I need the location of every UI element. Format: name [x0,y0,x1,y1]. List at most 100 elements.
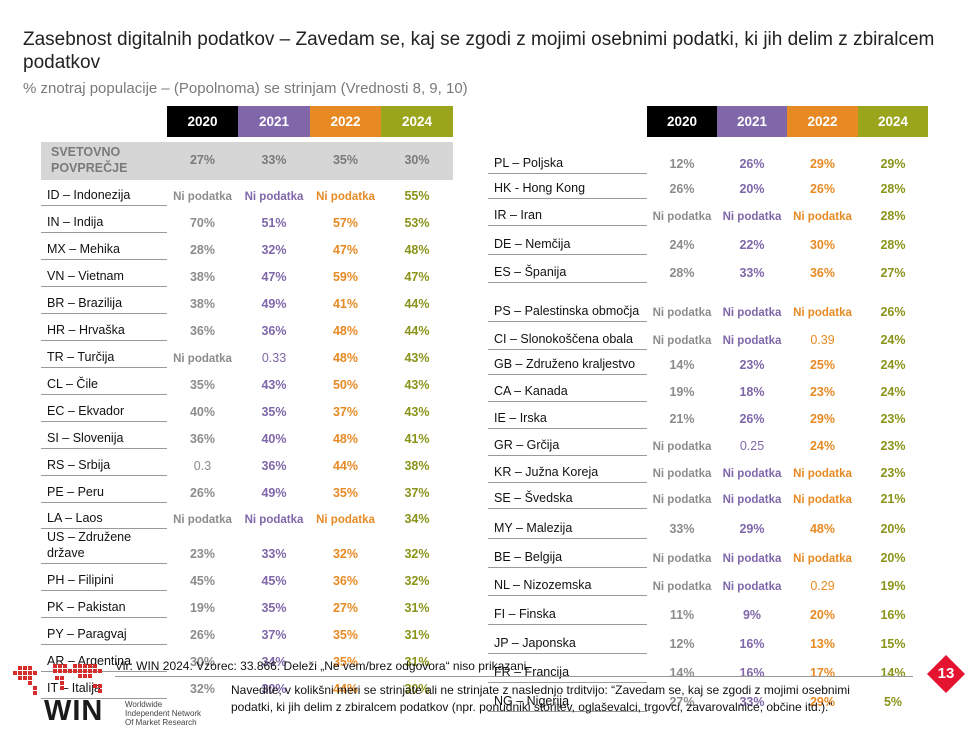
country-name: HK - Hong Kong [488,173,647,199]
value-cell-2024: 53% [404,215,430,230]
table-row: HR – Hrvaška 36% 36% 48% 44% [41,313,453,341]
value-cell-2021: 35% [261,404,287,419]
value-cell-2021: 33% [739,694,765,709]
value-cell-2020: 19% [189,600,216,615]
table-row: IT – Italija 32% 30% 44% 30% [41,671,453,699]
table-row: GB – Združeno kraljestvo 14% 23% 25% 24% [488,349,928,375]
page-title: Zasebnost digitalnih podatkov – Zavedam … [23,29,935,73]
value-cell-2022: Ni podatka [793,552,852,565]
value-cell-2021: 35% [261,600,287,615]
value-cell-2024: 37% [404,485,430,500]
value-cell-2020: 45% [189,573,216,588]
value-cell-2021: 45% [261,573,287,588]
country-name: BR – Brazilija [41,286,167,314]
table-row: CA – Kanada 19% 18% 23% 24% [488,374,928,402]
value-cell-2022: 41% [332,296,359,311]
table-row: NL – Nizozemska Ni podatka Ni podatka 0.29 1… [488,567,928,596]
value-cell-2022: 48% [332,323,359,338]
value-cell-2021: 51% [261,215,287,230]
country-name: US – Združene države [41,528,167,564]
table-row: IN – Indija 70% 51% 57% 53% [41,205,453,233]
country-name: DE – Nemčija [488,225,647,255]
value-cell-2021: 36% [261,323,287,338]
value-cell-2020: Ni podatka [652,552,712,565]
value-cell-2021: 49% [261,485,287,500]
value-cell-2020: 14% [669,665,695,680]
value-cell-2024: 15% [880,636,906,651]
value-cell-2021: 23% [739,357,765,372]
table-row: SI – Slovenija 36% 40% 48% 41% [41,421,453,449]
value-cell-2024: 21% [880,491,906,506]
value-cell-2021: 36% [261,458,287,473]
value-cell-2022: 50% [332,377,359,392]
value-cell-2024: 43% [404,350,430,365]
table-row: CI – Slonokoščena obala Ni podatka Ni poda… [488,321,928,350]
value-cell-2021: Ni podatka [722,467,782,480]
value-cell-2022: 29% [809,694,836,709]
value-cell-2024: 38% [404,458,430,473]
year-header-2020: 2020 [647,106,717,137]
value-cell-2024: 43% [404,377,430,392]
value-cell-2024: 48% [404,242,430,257]
value-cell-2024: 27% [880,265,906,280]
value-cell-2022: 0.29 [810,578,835,593]
value-cell-2024: 44% [404,323,430,338]
value-cell-2020: Ni podatka [652,440,712,453]
country-name: IR – Iran [488,198,647,226]
value-cell-2022: 36% [332,573,359,588]
page-number-badge: 13 [926,654,966,694]
table-row: NG – Nigerija 27% 33% 29% 5% [488,682,928,712]
country-name: PS – Palestinska območja [488,282,647,322]
value-cell-2021: 16% [739,665,765,680]
value-cell-2024: 28% [880,181,906,196]
value-cell-2022: 59% [332,269,359,284]
year-header-row: 2020 2021 2022 2024 [488,106,928,137]
year-header-2024: 2024 [858,106,928,137]
value-cell-2020: 32% [189,681,216,696]
country-name: NG – Nigerija [488,682,647,712]
table-row: VN – Vietnam 38% 47% 59% 47% [41,259,453,287]
value-cell-2022: 37% [332,404,359,419]
value-cell-2022: 36% [809,265,836,280]
value-cell-2022: 32% [332,546,359,561]
value-cell-2021: 0.25 [739,438,765,453]
year-header-2020: 2020 [167,106,238,137]
value-cell-2024: 31% [404,600,430,615]
source-note: Vir: WIN 2024. Vzorec: 33.866. Deleži „N… [115,659,530,673]
value-cell-2024: 5% [883,694,903,709]
value-cell-2024: 20% [880,550,906,565]
table-row: MX – Mehika 28% 32% 47% 48% [41,232,453,260]
value-cell-2022: 47% [332,242,359,257]
value-cell-2020: 0.3 [193,458,212,473]
year-header-2022: 2022 [787,106,858,137]
value-cell-2020: 27% [167,142,238,180]
value-cell-2024: 16% [880,607,906,622]
country-name: NL – Nizozemska [488,567,647,596]
value-cell-2020: 70% [189,215,216,230]
value-cell-2021: 20% [739,181,765,196]
value-cell-2020: Ni podatka [652,467,712,480]
value-cell-2020: 19% [669,384,695,399]
value-cell-2021: 32% [261,242,287,257]
country-name: PK – Pakistan [41,590,167,618]
value-cell-2024: 31% [404,654,430,669]
value-cell-2022: 44% [332,681,359,696]
value-cell-2022: Ni podatka [793,467,852,480]
country-name: GB – Združeno kraljestvo [488,349,647,375]
value-cell-2024: 23% [880,438,906,453]
value-cell-2020: 40% [189,404,216,419]
country-name: MY – Malezija [488,508,647,539]
value-cell-2020: Ni podatka [652,493,712,506]
value-cell-2022: 29% [809,411,836,426]
value-cell-2024: 30% [381,142,453,180]
value-cell-2021: 22% [739,237,765,252]
value-cell-2021: 34% [261,654,287,669]
value-cell-2024: 26% [880,304,906,319]
value-cell-2021: 9% [742,607,762,622]
value-cell-2020: Ni podatka [652,306,712,319]
country-name: ES – Španija [488,254,647,283]
value-cell-2022: Ni podatka [793,210,852,223]
value-cell-2021: Ni podatka [722,210,782,223]
value-cell-2024: 30% [404,681,430,696]
country-name: FR – Francija [488,653,647,683]
